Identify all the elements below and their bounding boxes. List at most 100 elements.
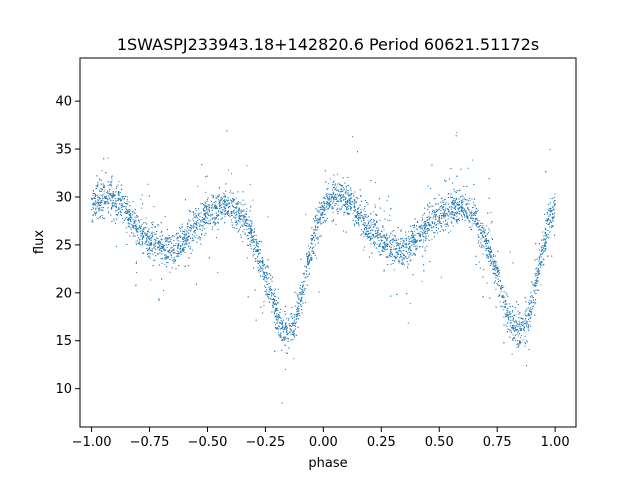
data-point [480,231,482,233]
data-point [129,217,131,219]
data-point [207,214,209,216]
data-point [375,181,377,183]
data-point [451,213,453,215]
data-point [114,206,116,208]
data-point [513,327,515,329]
data-point [133,227,135,229]
data-point [147,236,149,238]
data-point [365,224,367,226]
data-point [306,267,308,269]
data-point [328,193,330,195]
data-point [264,272,266,273]
data-point [332,189,333,191]
data-point [304,277,306,279]
data-point [300,294,302,296]
data-point [127,210,129,212]
data-point [460,196,461,198]
data-point [316,222,318,224]
data-point [397,227,399,229]
data-point [352,136,353,138]
data-point [171,256,173,258]
data-point [414,234,416,236]
data-point [459,220,461,222]
data-point [264,285,265,287]
data-point [378,229,380,231]
data-point [305,276,307,278]
data-point [511,311,513,313]
data-point [324,210,326,212]
data-point [148,243,150,245]
data-point [354,202,356,204]
data-point [180,246,182,247]
data-point [524,345,526,347]
data-point [367,224,369,226]
data-point [396,242,398,244]
data-point [528,307,529,309]
data-point [304,289,306,291]
data-point [553,201,555,203]
data-point [464,220,466,221]
data-point [503,291,505,293]
data-point [494,255,496,257]
data-point [442,200,444,202]
data-point [361,229,362,231]
data-point [377,230,379,231]
data-point [242,241,244,242]
data-point [517,343,519,345]
data-point [400,262,402,264]
data-point [524,335,526,337]
data-point [550,198,552,200]
data-point [133,221,135,223]
data-point [383,235,385,237]
data-point [496,284,498,286]
data-point [123,197,125,199]
data-point [310,255,312,257]
data-point [441,217,443,219]
data-point [206,208,208,210]
data-point [304,288,306,289]
data-point [383,269,385,271]
data-point [444,229,446,231]
data-point [294,326,296,327]
data-point [374,223,376,225]
data-point [348,201,350,203]
data-point [544,228,546,230]
data-point [177,237,179,239]
data-point [544,232,546,233]
data-point [420,225,422,227]
data-point [139,227,141,229]
data-point [482,245,484,247]
data-point [475,220,476,222]
data-point [291,318,293,319]
data-point [428,215,430,217]
data-point [437,209,439,211]
data-point [171,236,173,238]
data-point [405,234,407,236]
data-point [300,292,301,294]
data-point [131,211,133,213]
data-point [444,211,446,212]
data-point [205,220,207,222]
data-point [321,212,323,214]
data-point [195,220,197,222]
data-point [324,198,326,200]
data-point [377,234,379,236]
data-point [249,184,251,185]
data-point [396,254,398,256]
data-point [97,218,99,220]
data-point [530,309,532,311]
data-point [542,249,544,251]
data-point [508,312,510,314]
data-point [316,257,317,259]
data-point [160,238,162,240]
data-point [496,271,498,273]
data-point [523,329,524,331]
data-point [400,230,402,232]
data-point [483,269,485,270]
data-point [497,271,499,272]
data-point [226,199,228,201]
data-point [121,203,123,204]
data-point [488,253,490,255]
data-point [487,250,489,252]
data-point [309,251,311,253]
